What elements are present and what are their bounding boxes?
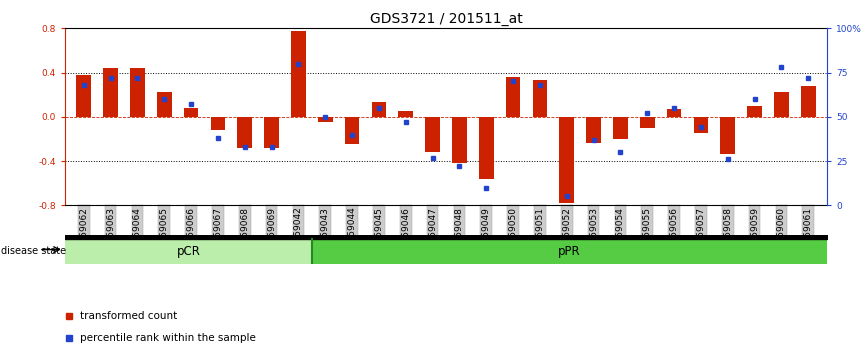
Bar [312, 239, 827, 264]
Bar [801, 86, 816, 117]
Title: GDS3721 / 201511_at: GDS3721 / 201511_at [370, 12, 522, 26]
Text: disease state: disease state [1, 246, 66, 256]
Bar [721, 117, 735, 154]
Text: pPR: pPR [558, 245, 581, 258]
Bar [184, 108, 198, 117]
Bar [318, 117, 333, 122]
Bar [747, 106, 762, 117]
Bar [291, 30, 306, 117]
Bar [586, 117, 601, 143]
Bar [533, 80, 547, 117]
Bar [613, 117, 628, 139]
Text: percentile rank within the sample: percentile rank within the sample [81, 333, 256, 343]
Bar [237, 117, 252, 148]
Bar [479, 117, 494, 179]
Bar [667, 109, 682, 117]
Bar [157, 92, 171, 117]
Text: transformed count: transformed count [81, 311, 178, 321]
Bar [65, 239, 312, 264]
Bar [210, 117, 225, 130]
Bar [694, 117, 708, 133]
Text: pCR: pCR [177, 245, 200, 258]
Bar [559, 117, 574, 203]
Bar [345, 117, 359, 144]
Bar [76, 75, 91, 117]
Bar [425, 117, 440, 152]
Bar [398, 111, 413, 117]
Bar [452, 117, 467, 163]
Bar [774, 92, 789, 117]
Bar [264, 117, 279, 148]
Bar [640, 117, 655, 128]
Bar [103, 68, 118, 117]
Bar [372, 102, 386, 117]
Bar [130, 68, 145, 117]
Bar [506, 77, 520, 117]
